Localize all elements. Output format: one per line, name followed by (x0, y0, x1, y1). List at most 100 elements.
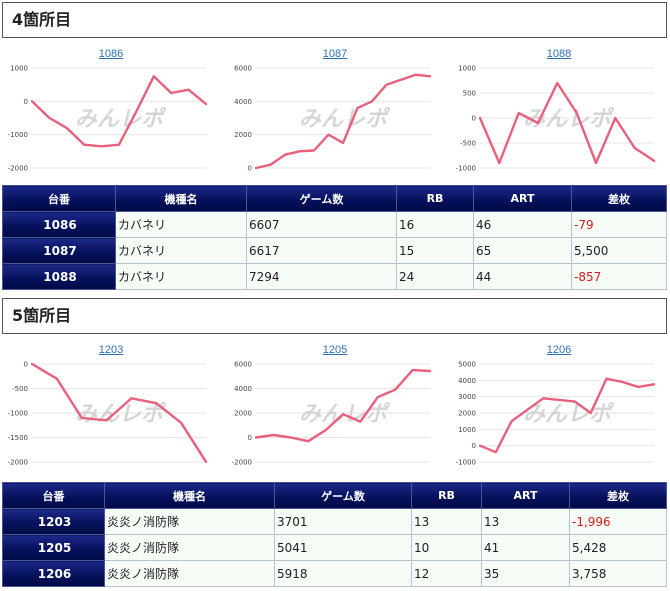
rb-count: 15 (396, 237, 474, 264)
col-header-diff: 差枚 (571, 185, 667, 212)
y-tick-label: -2000 (8, 459, 28, 467)
art-count: 13 (481, 508, 570, 535)
unit-number: 1088 (2, 263, 116, 290)
y-tick-label: 500 (463, 90, 476, 98)
machine-name: 炎炎ノ消防隊 (104, 508, 275, 535)
machine-name: カバネリ (115, 263, 247, 290)
y-tick-label: 1000 (10, 65, 28, 73)
col-header-rb: RB (396, 185, 474, 212)
col-header-art: ART (481, 482, 570, 509)
rb-count: 16 (396, 211, 474, 238)
y-tick-label: 0 (472, 115, 476, 123)
rb-count: 10 (411, 534, 482, 561)
y-tick-label: 0 (472, 442, 476, 450)
series-line (30, 362, 208, 464)
rb-count: 13 (411, 508, 482, 535)
y-tick-label: -1000 (8, 410, 28, 418)
chart-plot: 6000 4000 2000 0 みんレポ (234, 65, 432, 173)
col-header-art: ART (473, 185, 572, 212)
y-tick-label: -1000 (8, 131, 28, 139)
table-row: 1087 カバネリ 6617 15 65 5,500 (2, 237, 667, 264)
col-header-machine: 機種名 (104, 482, 275, 509)
y-tick-label: 4000 (234, 385, 252, 393)
col-header-rb: RB (411, 482, 482, 509)
chart-plot: 0 -500 -1000 -1500 -2000 みんレポ (8, 361, 208, 467)
unit-table: 台番 機種名 ゲーム数 RB ART 差枚 1203 炎炎ノ消防隊 3701 1… (2, 482, 667, 587)
art-count: 65 (473, 237, 572, 264)
y-tick-label: -1000 (456, 165, 476, 173)
diff-value: 5,500 (571, 237, 667, 264)
y-tick-label: 6000 (234, 361, 252, 369)
y-tick-label: 0 (248, 165, 252, 173)
table-row: 1086 カバネリ 6607 16 46 -79 (2, 211, 667, 238)
unit-number: 1206 (2, 560, 105, 587)
section-title: 4箇所目 (2, 2, 667, 38)
art-count: 44 (473, 263, 572, 290)
y-tick-label: 2000 (234, 410, 252, 418)
chart-1206: 1206 5000 4000 3000 2000 1000 0 -1000 みんレポ (450, 344, 668, 472)
chart-unit-link[interactable]: 1087 (322, 48, 348, 60)
chart-unit-link[interactable]: 1086 (98, 48, 124, 60)
y-tick-label: 2000 (234, 131, 252, 139)
y-tick-label: 6000 (234, 65, 252, 73)
chart-unit-link[interactable]: 1206 (546, 344, 572, 356)
chart-unit-link[interactable]: 1205 (322, 344, 348, 356)
table-row: 1088 カバネリ 7294 24 44 -857 (2, 263, 667, 290)
diff-value: -79 (571, 211, 667, 238)
watermark-logo: みんレポ (523, 106, 615, 132)
unit-number: 1203 (2, 508, 105, 535)
watermark-logo: みんレポ (299, 106, 391, 132)
art-count: 35 (481, 560, 570, 587)
chart-1088: 1088 1000 500 0 -500 -1000 みんレポ (450, 48, 668, 178)
machine-name: 炎炎ノ消防隊 (104, 534, 275, 561)
table-row: 1206 炎炎ノ消防隊 5918 12 35 3,758 (2, 560, 667, 587)
game-count: 5918 (274, 560, 412, 587)
chart-1203: 1203 0 -500 -1000 -1500 -2000 みんレポ (2, 344, 220, 472)
y-tick-label: 2000 (458, 410, 476, 418)
chart-plot: 5000 4000 3000 2000 1000 0 -1000 みんレポ (456, 361, 656, 467)
game-count: 5041 (274, 534, 412, 561)
y-tick-label: 3000 (458, 393, 476, 401)
y-tick-label: -500 (12, 385, 28, 393)
y-tick-label: 1000 (458, 65, 476, 73)
series-line (478, 377, 656, 454)
y-tick-label: 0 (248, 434, 252, 442)
y-tick-label: 5000 (458, 361, 476, 369)
y-tick-label: -1000 (456, 459, 476, 467)
chart-unit-link[interactable]: 1203 (98, 344, 124, 356)
y-tick-label: -500 (460, 140, 476, 148)
y-tick-label: 0 (24, 361, 28, 369)
art-count: 41 (481, 534, 570, 561)
chart-plot: 1000 500 0 -500 -1000 みんレポ (456, 65, 656, 173)
y-tick-label: 4000 (458, 377, 476, 385)
y-tick-label: -2000 (232, 459, 252, 467)
unit-table: 台番 機種名 ゲーム数 RB ART 差枚 1086 カバネリ 6607 16 … (2, 185, 667, 290)
rb-count: 24 (396, 263, 474, 290)
col-header-machine: 機種名 (115, 185, 247, 212)
chart-1086: 1086 1000 0 -1000 -2000 みんレポ (2, 48, 220, 178)
col-header-diff: 差枚 (569, 482, 667, 509)
game-count: 6617 (246, 237, 397, 264)
game-count: 6607 (246, 211, 397, 238)
watermark-logo: みんレポ (75, 106, 167, 132)
table-row: 1205 炎炎ノ消防隊 5041 10 41 5,428 (2, 534, 667, 561)
unit-number: 1086 (2, 211, 116, 238)
y-tick-label: 0 (24, 98, 28, 106)
y-tick-label: -1500 (8, 434, 28, 442)
chart-unit-link[interactable]: 1088 (546, 48, 572, 60)
unit-number: 1205 (2, 534, 105, 561)
watermark-logo: みんレポ (523, 401, 615, 427)
machine-name: カバネリ (115, 211, 247, 238)
series-line (254, 368, 432, 443)
y-tick-label: -2000 (8, 165, 28, 173)
col-header-unit: 台番 (2, 482, 105, 509)
diff-value: 3,758 (569, 560, 667, 587)
rb-count: 12 (411, 560, 482, 587)
machine-name: 炎炎ノ消防隊 (104, 560, 275, 587)
section-title: 5箇所目 (2, 298, 667, 334)
y-tick-label: 4000 (234, 98, 252, 106)
chart-1205: 1205 6000 4000 2000 0 -2000 みんレポ (226, 344, 444, 472)
chart-1087: 1087 6000 4000 2000 0 みんレポ (226, 48, 444, 178)
machine-name: カバネリ (115, 237, 247, 264)
